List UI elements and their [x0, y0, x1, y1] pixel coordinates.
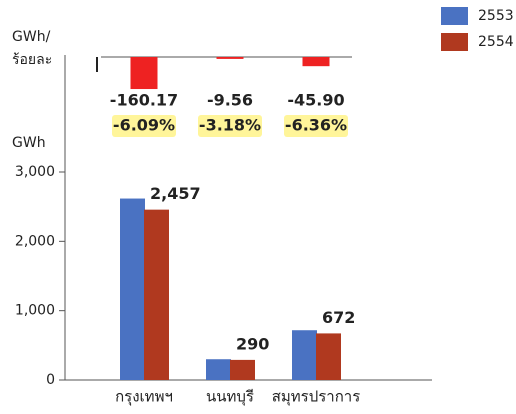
x-tick-label: กรุงเทพฯ [115, 388, 173, 407]
bar [292, 330, 317, 380]
y-tick-label: 3,000 [15, 164, 55, 180]
percent-label: -6.09% [113, 116, 175, 135]
legend-swatch [441, 33, 468, 51]
change-bar [302, 57, 330, 67]
legend-label: 2553 [478, 8, 514, 24]
bar [120, 198, 145, 380]
percent-highlight [198, 115, 262, 137]
bar [206, 359, 231, 380]
x-tick-label: สมุทรปราการ [272, 388, 361, 407]
bar [230, 359, 255, 380]
value-label: 672 [322, 308, 355, 327]
percent-highlight [112, 115, 176, 137]
change-bar [130, 57, 158, 90]
change-label: -9.56 [207, 91, 253, 110]
legend-swatch [441, 7, 468, 25]
percent-highlight [284, 115, 348, 137]
y-label: GWh [12, 135, 46, 151]
y-tick-label: 1,000 [15, 303, 55, 319]
y-tick-label: 2,000 [15, 233, 55, 249]
change-bar [216, 57, 244, 59]
legend-label: 2554 [478, 34, 514, 50]
change-label: -160.17 [110, 91, 178, 110]
change-y-label: GWh/ [12, 29, 51, 45]
change-label: -45.90 [287, 91, 344, 110]
value-label: 290 [236, 334, 269, 353]
change-y-label: ร้อยละ [12, 52, 52, 68]
percent-label: -3.18% [199, 116, 261, 135]
bar [316, 333, 341, 380]
value-label: 2,457 [150, 184, 201, 203]
percent-label: -6.36% [285, 116, 347, 135]
bar [144, 209, 169, 380]
x-tick-label: นนทบุรี [206, 388, 254, 407]
y-tick-label: 0 [46, 372, 55, 388]
